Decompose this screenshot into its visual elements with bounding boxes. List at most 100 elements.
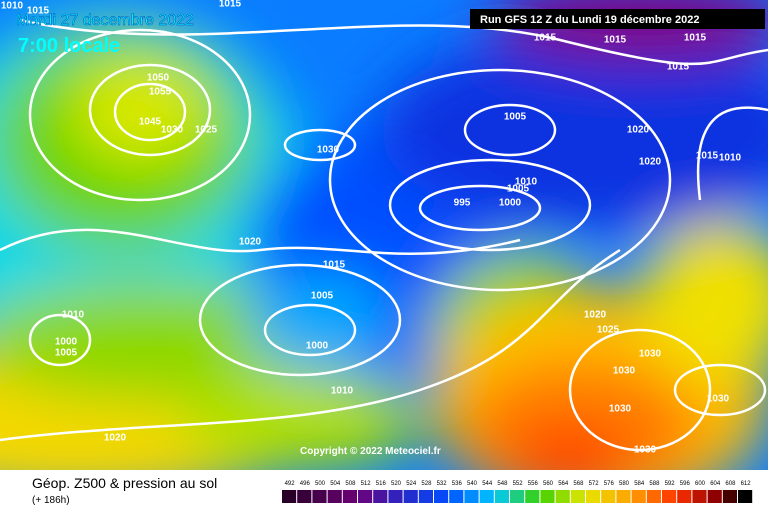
legend-swatch — [327, 490, 342, 503]
legend-label: 596 — [680, 481, 691, 487]
legend-label: 564 — [558, 481, 569, 487]
isobar-label: 1030 — [609, 404, 632, 415]
isobar-label: 1025 — [195, 125, 218, 136]
legend-swatch — [358, 490, 373, 503]
isobar-label: 1020 — [639, 157, 662, 168]
isobar-label: 1000 — [499, 198, 522, 209]
legend-label: 500 — [315, 481, 326, 487]
legend-label: 520 — [391, 481, 402, 487]
isobar-label: 1030 — [639, 349, 662, 360]
legend-swatch — [342, 490, 357, 503]
isobar-label: 995 — [454, 198, 471, 209]
date: Mardi 27 decembre 2022 — [16, 12, 194, 29]
legend-label: 540 — [467, 481, 478, 487]
legend-swatch — [403, 490, 418, 503]
legend-swatch — [449, 490, 464, 503]
legend-swatch — [525, 490, 540, 503]
run-info: Run GFS 12 Z du Lundi 19 décembre 2022 — [480, 14, 699, 26]
isobar-label: 1030 — [707, 394, 730, 405]
isobar-label: 1020 — [627, 125, 650, 136]
legend-swatch — [418, 490, 433, 503]
isobar-label: 1005 — [507, 184, 530, 195]
legend-swatch — [677, 490, 692, 503]
legend-swatch — [464, 490, 479, 503]
isobar-label: 1030 — [613, 366, 636, 377]
legend-swatch — [616, 490, 631, 503]
isobars — [0, 18, 768, 452]
legend-label: 516 — [376, 481, 387, 487]
legend-label: 504 — [330, 481, 341, 487]
legend-swatch — [540, 490, 555, 503]
legend-swatch — [722, 490, 737, 503]
legend-label: 576 — [604, 481, 615, 487]
legend-swatch — [388, 490, 403, 503]
footer-lead: (+ 186h) — [32, 495, 70, 506]
isobar-label: 1010 — [515, 177, 538, 188]
isobar-label: 1055 — [149, 87, 172, 98]
legend-label: 544 — [482, 481, 493, 487]
legend-label: 568 — [573, 481, 584, 487]
isobar-label: 1015 — [667, 62, 690, 73]
isobar-label: 1030 — [634, 445, 657, 456]
isobar-label: 1000 — [306, 341, 329, 352]
isobar-label: 1000 — [55, 337, 78, 348]
isobar-label: 1015 — [534, 33, 557, 44]
legend-swatch — [282, 490, 297, 503]
isobar-label: 1010 — [1, 1, 24, 12]
isobar-label: 1015 — [219, 0, 242, 10]
isobar-label: 1010 — [62, 310, 85, 321]
legend-label: 492 — [285, 481, 296, 487]
legend-swatch — [555, 490, 570, 503]
legend-label: 580 — [619, 481, 630, 487]
legend-label: 556 — [528, 481, 539, 487]
legend-label: 588 — [649, 481, 660, 487]
isobar-label: 1005 — [55, 348, 78, 359]
legend-label: 496 — [300, 481, 311, 487]
legend-label: 548 — [497, 481, 508, 487]
isobar-label: 1015 — [696, 151, 719, 162]
legend-label: 612 — [741, 481, 752, 487]
isobar-label: 1010 — [331, 386, 354, 397]
legend-label: 560 — [543, 481, 554, 487]
footer-title: Géop. Z500 & pression au sol — [32, 475, 217, 491]
legend-label: 528 — [421, 481, 432, 487]
isobar-label: 1005 — [311, 291, 334, 302]
legend-swatch — [373, 490, 388, 503]
time: 7:00 locale — [18, 35, 120, 57]
legend-swatch — [692, 490, 707, 503]
legend-label: 524 — [406, 481, 417, 487]
isobar-label: 1030 — [317, 145, 340, 156]
isobar-label: 1015 — [323, 260, 346, 271]
legend-swatch — [601, 490, 616, 503]
legend-label: 604 — [710, 481, 721, 487]
isobar-label: 1015 — [604, 35, 627, 46]
isobar-label: 1020 — [239, 237, 262, 248]
legend-swatch — [631, 490, 646, 503]
isobar-label: 1010 — [719, 153, 742, 164]
run-box — [470, 9, 765, 29]
legend-label: 512 — [361, 481, 372, 487]
legend-swatch — [479, 490, 494, 503]
legend-swatch — [662, 490, 677, 503]
legend: 492 496 500 504 508 512 516 520 524 528 532 536 540 5… — [282, 481, 753, 503]
isobar-label: 1050 — [147, 73, 170, 84]
legend-label: 508 — [345, 481, 356, 487]
legend-label: 552 — [513, 481, 524, 487]
legend-label: 532 — [437, 481, 448, 487]
isobar-label: 1025 — [597, 325, 620, 336]
legend-swatch — [434, 490, 449, 503]
isobar-label: 1030 — [161, 125, 184, 136]
copyright: Copyright © 2022 Meteociel.fr — [300, 446, 441, 457]
legend-swatch — [738, 490, 753, 503]
isobar-label: 1005 — [504, 112, 527, 123]
legend-swatch — [707, 490, 722, 503]
legend-label: 572 — [589, 481, 600, 487]
legend-swatch — [297, 490, 312, 503]
legend-label: 592 — [665, 481, 676, 487]
legend-swatch — [312, 490, 327, 503]
legend-swatch — [646, 490, 661, 503]
isobar-label: 1015 — [684, 33, 707, 44]
